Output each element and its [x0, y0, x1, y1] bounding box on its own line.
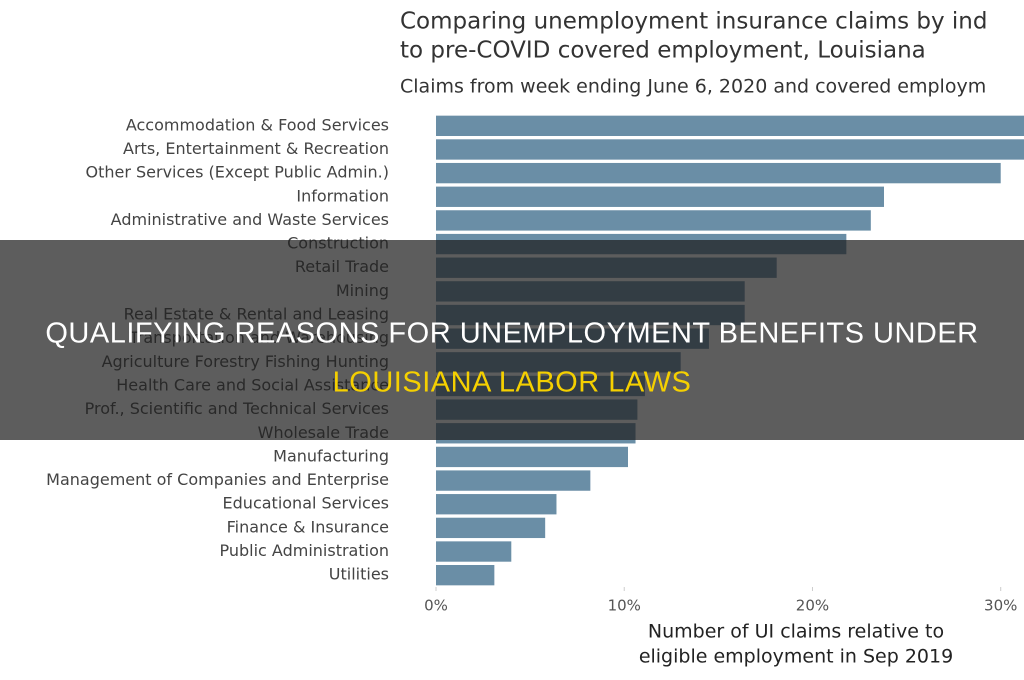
chart-title: Comparing unemployment insurance claims …: [400, 9, 987, 35]
chart-title: to pre-COVID covered employment, Louisia…: [400, 38, 926, 64]
x-tick-label: 0%: [424, 597, 448, 615]
x-tick-label: 20%: [796, 597, 829, 615]
bar: [436, 139, 1024, 160]
bar: [436, 210, 871, 231]
y-category-label: Arts, Entertainment & Recreation: [123, 139, 389, 158]
bar: [436, 494, 557, 515]
y-category-label: Information: [296, 186, 389, 205]
banner-background: [0, 240, 1024, 440]
y-category-label: Administrative and Waste Services: [111, 210, 389, 229]
y-category-label: Utilities: [329, 565, 389, 584]
bar: [436, 162, 1001, 184]
x-axis-title: eligible employment in Sep 2019: [639, 646, 953, 668]
banner-subheadline: LOUISIANA LABOR LAWS: [333, 367, 692, 399]
y-category-label: Accommodation & Food Services: [126, 115, 389, 134]
y-category-label: Public Administration: [219, 541, 389, 560]
banner-headline: QUALIFYING REASONS FOR UNEMPLOYMENT BENE…: [45, 318, 978, 350]
bar: [436, 186, 884, 207]
bar: [436, 470, 591, 491]
y-category-label: Finance & Insurance: [227, 517, 389, 536]
y-category-label: Manufacturing: [273, 446, 389, 465]
bar: [436, 565, 495, 586]
bar: [436, 115, 1024, 136]
bar: [436, 541, 512, 562]
x-tick-label: 30%: [984, 597, 1017, 615]
x-tick-label: 10%: [608, 597, 641, 615]
chart-subtitle: Claims from week ending June 6, 2020 and…: [400, 76, 986, 98]
y-category-label: Management of Companies and Enterprise: [46, 470, 389, 489]
bar: [436, 517, 546, 539]
x-axis-title: Number of UI claims relative to: [648, 621, 944, 643]
y-category-label: Other Services (Except Public Admin.): [85, 163, 389, 182]
bar: [436, 446, 628, 468]
y-category-label: Educational Services: [223, 494, 389, 513]
